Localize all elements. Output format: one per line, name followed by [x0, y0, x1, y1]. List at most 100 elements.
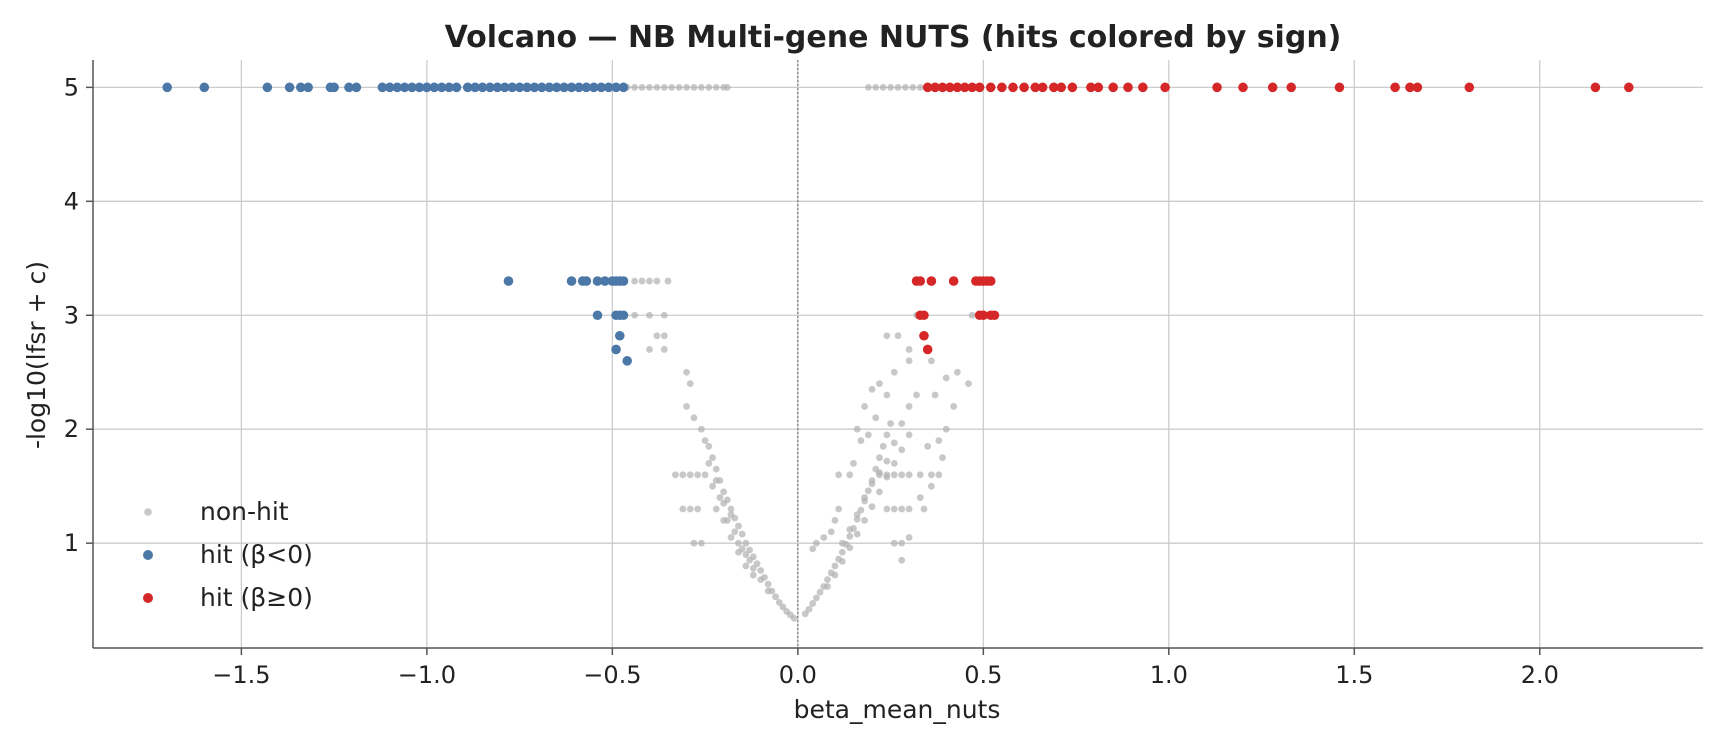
- non-hit-point: [679, 471, 687, 479]
- neg-hit-point: [618, 82, 629, 93]
- non-hit-point: [716, 494, 724, 501]
- neg-hit-point: [592, 310, 603, 321]
- non-hit-point: [846, 526, 854, 533]
- non-hit-point: [720, 516, 728, 524]
- non-hit-point: [883, 391, 891, 399]
- non-hit-point: [894, 332, 902, 340]
- non-hit-point: [920, 505, 928, 513]
- non-hit-point: [894, 83, 902, 91]
- x-tick-label: 0.0: [779, 661, 817, 689]
- non-hit-point: [709, 482, 716, 490]
- pos-hit-point: [967, 82, 977, 93]
- non-hit-point: [905, 505, 913, 513]
- non-hit-point: [775, 599, 783, 606]
- legend-marker: [144, 508, 152, 516]
- non-hit-point: [735, 548, 742, 556]
- non-hit-point: [898, 556, 906, 564]
- pos-hit-point: [948, 276, 959, 286]
- non-hit-point: [838, 557, 846, 565]
- non-hit-point: [931, 391, 939, 399]
- neg-hit-point: [522, 82, 532, 93]
- grid-layer: [93, 60, 1703, 648]
- non-hit-point: [679, 505, 687, 513]
- non-hit-point: [705, 459, 713, 467]
- pos-hit-point: [1405, 82, 1415, 93]
- pos-hit-point: [959, 82, 970, 93]
- neg-hit-point: [492, 82, 503, 93]
- non-hit-point: [653, 332, 661, 340]
- y-tick-label: 2: [64, 415, 79, 443]
- neg-hit-point: [614, 330, 625, 341]
- neg-hit-point: [529, 82, 540, 93]
- non-hit-point: [683, 403, 690, 410]
- neg-hit-point: [262, 82, 273, 93]
- x-tick-label: −1.0: [398, 661, 456, 689]
- legend-label: non-hit: [200, 497, 289, 526]
- pos-hit-point: [1123, 82, 1133, 93]
- non-hit-point: [675, 83, 683, 91]
- neg-hit-point: [551, 82, 562, 93]
- neg-hit-point: [603, 82, 614, 93]
- neg-hit-point: [611, 82, 621, 93]
- non-hit-point: [846, 544, 854, 552]
- pos-hit-point: [1238, 82, 1248, 93]
- pos-hit-point: [937, 82, 948, 93]
- non-hit-point: [812, 594, 820, 602]
- non-hit-point: [720, 488, 728, 496]
- non-hit-point: [690, 83, 698, 91]
- non-hit-point: [905, 431, 913, 439]
- neg-hit-point: [600, 276, 610, 286]
- pos-hit-point: [1108, 82, 1118, 93]
- non-hit-point: [876, 471, 883, 479]
- neg-hit-point: [592, 276, 603, 286]
- neg-hit-point: [618, 310, 629, 321]
- neg-hit-point: [470, 82, 480, 93]
- non-hit-point: [727, 511, 735, 519]
- non-hit-point: [727, 505, 735, 513]
- chart-title: Volcano — NB Multi-gene NUTS (hits color…: [445, 20, 1342, 55]
- non-hit-point: [905, 357, 913, 365]
- non-hit-point: [805, 605, 813, 613]
- non-hit-point: [686, 471, 694, 479]
- non-hit-point: [927, 482, 935, 490]
- non-hit-point: [883, 505, 891, 513]
- neg-hit-point: [537, 82, 547, 93]
- non-hit-point: [757, 576, 765, 584]
- non-hit-point: [801, 610, 809, 618]
- x-tick-label: −1.5: [212, 661, 270, 689]
- pos-hit-point: [1093, 82, 1104, 93]
- x-tick-label: 1.0: [1150, 661, 1188, 689]
- pos-hit-point: [989, 310, 1000, 321]
- non-hit-point: [864, 431, 872, 439]
- non-hit-point: [683, 83, 690, 91]
- non-hit-point: [913, 391, 920, 399]
- non-hit-point: [883, 431, 891, 439]
- non-hit-point: [935, 437, 943, 445]
- neg-hit-point: [507, 82, 517, 93]
- neg-hit-point: [422, 82, 432, 93]
- y-tick-label: 4: [64, 187, 79, 215]
- x-tick-label: −0.5: [583, 661, 641, 689]
- non-hit-point: [838, 548, 846, 556]
- non-hit-point: [864, 487, 872, 495]
- non-hit-point: [690, 414, 698, 422]
- pos-hit-point: [1067, 82, 1078, 93]
- pos-hit-point: [1412, 82, 1423, 93]
- non-hit-point: [746, 546, 754, 554]
- neg-hit-point: [162, 82, 172, 93]
- non-hit-point: [846, 471, 854, 479]
- neg-hit-point: [596, 82, 607, 93]
- non-hit-point: [887, 83, 894, 91]
- non-hit-point: [631, 83, 639, 91]
- non-hit-point: [846, 532, 854, 540]
- non-hit-point: [890, 459, 898, 467]
- non-hit-point: [868, 480, 876, 488]
- non-hit-point: [824, 583, 831, 590]
- non-hit-point: [749, 564, 757, 572]
- x-tick-label: 0.5: [964, 661, 1002, 689]
- neg-hit-point: [399, 82, 410, 93]
- pos-hit-point: [1267, 82, 1278, 93]
- non-hit-point: [857, 506, 865, 514]
- non-hit-point: [968, 311, 976, 319]
- neg-hit-point: [462, 82, 473, 93]
